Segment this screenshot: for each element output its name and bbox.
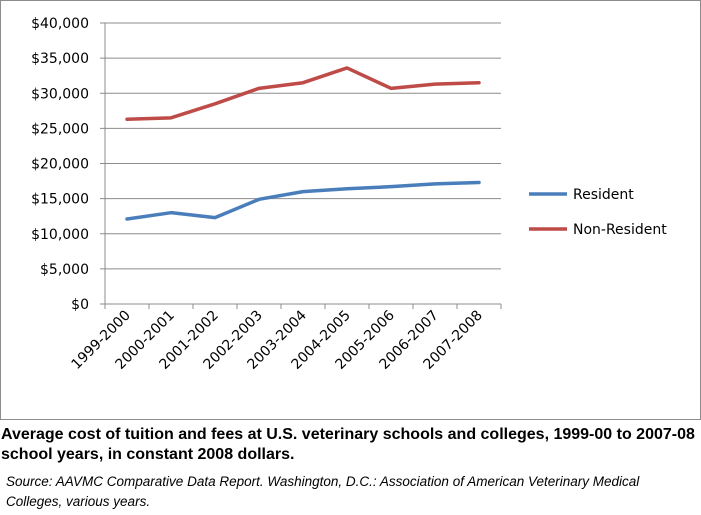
y-tick-label: $30,000 [31,86,89,102]
y-tick-label: $0 [71,297,89,313]
gridlines [105,22,501,270]
y-tick-label: $35,000 [31,51,89,67]
axes [100,22,502,309]
x-tick-labels: 1999-20002000-20012001-20022002-20032003… [69,307,486,372]
series-lines [125,66,481,221]
chart-frame: $40,000 $35,000 $30,000 $25,000 $20,000 $15,0… [0,0,701,420]
y-tick-label: $15,000 [31,192,89,208]
series-line-resident [125,180,481,221]
chart-caption: Average cost of tuition and fees at U.S.… [1,426,695,463]
y-tick-label: $40,000 [31,16,89,32]
legend-label-resident: Resident [573,187,634,203]
y-tick-labels: $40,000 $35,000 $30,000 $25,000 $20,000 $15,0… [31,16,89,313]
chart-source: Source: AAVMC Comparative Data Report. W… [6,474,640,509]
y-tick-label: $20,000 [31,157,89,173]
y-tick-label: $5,000 [40,262,89,278]
series-line-non-resident [125,66,481,121]
y-tick-label: $10,000 [31,227,89,243]
line-chart: $40,000 $35,000 $30,000 $25,000 $20,000 $15,0… [31,16,667,373]
y-tick-label: $25,000 [31,121,89,137]
legend-label-non-resident: Non-Resident [573,222,667,238]
legend: Resident Non-Resident [529,187,667,238]
